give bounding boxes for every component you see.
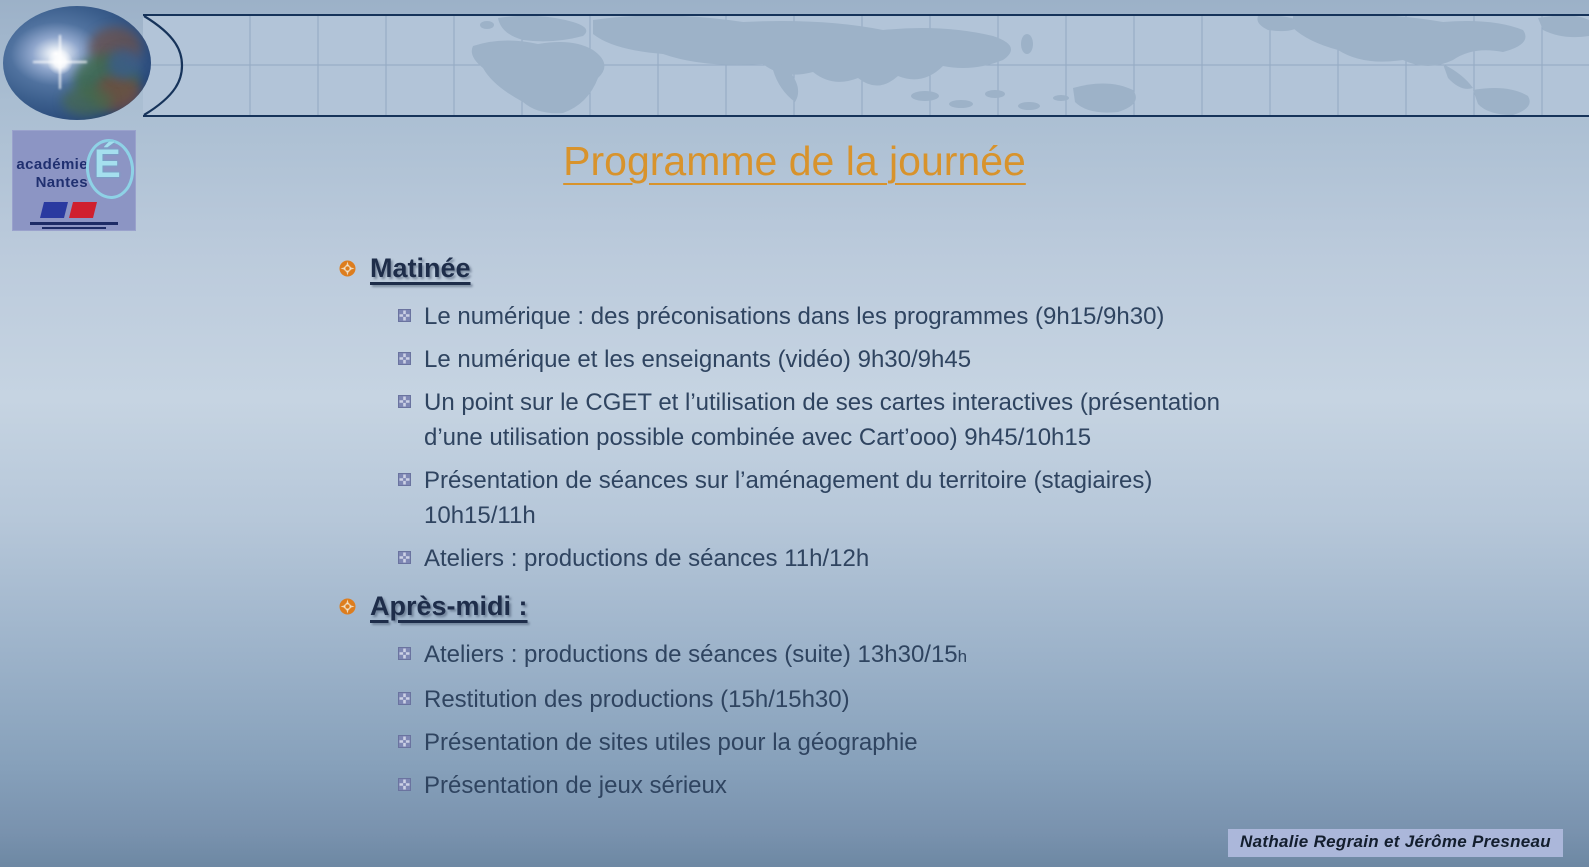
square-bullet-icon	[398, 352, 411, 365]
program-item-text: Ateliers : productions de séances (suite…	[424, 641, 968, 668]
program-item: Le numérique et les enseignants (vidéo) …	[398, 342, 1409, 377]
program-list: Matinée Le numérique : des préconisation…	[339, 251, 1409, 811]
program-item: Restitution des productions (15h/15h30)	[398, 682, 1409, 717]
academie-logo-line1: académie	[16, 156, 88, 173]
french-flag-emblem	[40, 202, 97, 218]
marianne-caption-line	[42, 227, 106, 229]
program-item-text: Présentation de sites utiles pour la géo…	[424, 729, 918, 756]
program-item: Le numérique : des préconisations dans l…	[398, 299, 1409, 334]
program-item-text: Restitution des productions (15h/15h30)	[424, 686, 850, 713]
square-bullet-icon	[398, 735, 411, 748]
square-bullet-icon	[398, 551, 411, 564]
program-item: Présentation de sites utiles pour la géo…	[398, 725, 1409, 760]
globe-land-patch	[62, 85, 113, 116]
program-item-text: Un point sur le CGET et l’utilisation de…	[424, 389, 1220, 451]
section-heading: Après-midi :	[370, 591, 528, 621]
square-bullet-icon	[398, 647, 411, 660]
compass-bullet-icon	[339, 598, 356, 614]
academie-nantes-logo: académie Nantes É	[12, 130, 138, 231]
program-item-text: Le numérique et les enseignants (vidéo) …	[424, 346, 972, 373]
program-item-text: Le numérique : des préconisations dans l…	[424, 303, 1165, 330]
section-heading-row: Matinée	[339, 251, 1409, 285]
program-section-2: Après-midi : Ateliers : productions de s…	[339, 589, 1409, 803]
section-heading: Matinée	[370, 253, 471, 283]
program-item: Ateliers : productions de séances 11h/12…	[398, 541, 1409, 576]
program-item: Un point sur le CGET et l’utilisation de…	[398, 385, 1409, 455]
world-map-graphic	[143, 16, 1589, 115]
program-item: Présentation de séances sur l’aménagemen…	[398, 463, 1409, 533]
program-item-text: Présentation de séances sur l’aménagemen…	[424, 467, 1153, 529]
square-bullet-icon	[398, 395, 411, 408]
academie-logo-text: académie Nantes	[14, 156, 88, 192]
program-item-text: Ateliers : productions de séances 11h/12…	[424, 545, 870, 572]
marianne-caption-line	[30, 222, 118, 225]
flag-red-block	[69, 202, 97, 218]
square-bullet-icon	[398, 778, 411, 791]
program-item-text: Présentation de jeux sérieux	[424, 772, 727, 799]
footer-credit: Nathalie Regrain et Jérôme Presneau	[1228, 829, 1563, 857]
square-bullet-icon	[398, 309, 411, 322]
compass-bullet-icon	[339, 260, 356, 276]
section-heading-row: Après-midi :	[339, 589, 1409, 623]
academie-logo-line2: Nantes	[35, 174, 88, 191]
square-bullet-icon	[398, 692, 411, 705]
program-item: Ateliers : productions de séances (suite…	[398, 637, 1409, 674]
page-title: Programme de la journée	[563, 138, 1026, 184]
world-map-banner	[143, 14, 1589, 117]
globe-flare	[47, 49, 74, 76]
banner-left-arc	[143, 15, 184, 116]
footer-credit-text: Nathalie Regrain et Jérôme Presneau	[1240, 832, 1551, 851]
globe-sea-patch	[106, 49, 141, 80]
program-section-1: Matinée Le numérique : des préconisation…	[339, 251, 1409, 576]
program-item: Présentation de jeux sérieux	[398, 768, 1409, 803]
flag-blue-block	[40, 202, 68, 218]
square-bullet-icon	[398, 473, 411, 486]
globe-graphic	[3, 6, 151, 120]
academie-logo-letter: É	[94, 142, 121, 186]
